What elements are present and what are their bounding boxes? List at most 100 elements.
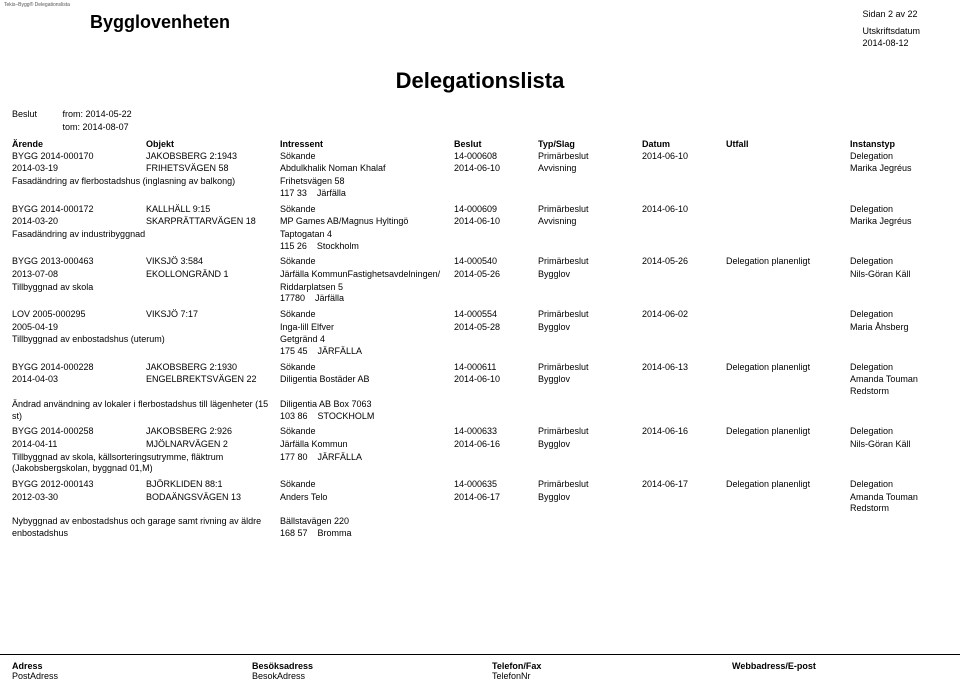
case-row-primary: LOV 2005-000295VIKSJÖ 7:17Sökande14-0005… [0, 309, 960, 321]
case-row-secondary: 2014-04-03ENGELBREKTSVÄGEN 22Diligentia … [0, 374, 960, 397]
beslut-label: Beslut [12, 108, 60, 122]
header: Bygglovenheten Sidan 2 av 22 Utskriftsda… [0, 8, 960, 50]
case-row-primary: BYGG 2014-000172 KALLHÄLL 9:15 Sökande 14-0… [0, 204, 960, 216]
cell: Bygglov [538, 374, 638, 397]
case-row-primary: BYGG 2014-000228JAKOBSBERG 2:1930Sökande… [0, 362, 960, 374]
cell: 14-000540 [454, 256, 534, 268]
case-address: Getgränd 4175 45 JÄRFÄLLA [280, 334, 534, 357]
cell: 14-000554 [454, 309, 534, 321]
cell: KALLHÄLL 9:15 [146, 204, 276, 216]
cell: 2014-06-17 [642, 479, 722, 491]
cell: Nils-Göran Käll [850, 439, 950, 451]
case-description: Tillbyggnad av skola [12, 282, 276, 305]
case-row-desc: Ändrad användning av lokaler i flerbosta… [0, 399, 960, 422]
cell: 2014-06-13 [642, 362, 722, 374]
cell: Diligentia Bostäder AB [280, 374, 450, 397]
case-row-secondary: 2014-03-19FRIHETSVÄGEN 58Abdulkhalik Nom… [0, 163, 960, 175]
cell: Delegation [850, 256, 950, 268]
cell: JAKOBSBERG 2:1930 [146, 362, 276, 374]
col-beslut: Beslut [454, 139, 534, 149]
footer-besokadress: BesokAdress [252, 671, 492, 681]
tom-label: tom: [63, 122, 81, 132]
case-row-secondary: 2014-04-11MJÖLNARVÄGEN 2Järfälla Kommun2… [0, 439, 960, 451]
cell: Delegation [850, 309, 950, 321]
cell: BODAÄNGSVÄGEN 13 [146, 492, 276, 515]
cell: BYGG 2014-000172 [12, 204, 142, 216]
cell [726, 309, 846, 321]
cell: JAKOBSBERG 2:926 [146, 426, 276, 438]
cell: Primärbeslut [538, 204, 638, 216]
case-row-secondary: 2014-03-20SKARPRÄTTARVÄGEN 18MP Games AB… [0, 216, 960, 228]
cell: 14-000635 [454, 479, 534, 491]
cell [642, 163, 722, 175]
cell: 14-000633 [454, 426, 534, 438]
cell: Delegation planenligt [726, 256, 846, 268]
cell: Primärbeslut [538, 151, 638, 163]
cell: Delegation planenligt [726, 479, 846, 491]
cell: VIKSJÖ 7:17 [146, 309, 276, 321]
cell: Bygglov [538, 492, 638, 515]
footer: Adress PostAdress Besöksadress BesokAdre… [0, 654, 960, 691]
page-number: Sidan 2 av 22 [862, 8, 920, 21]
cell: Maria Åhsberg [850, 322, 950, 334]
case-row-secondary: 2005-04-19Inga-lill Elfver2014-05-28Bygg… [0, 322, 960, 334]
cell: 2014-05-26 [454, 269, 534, 281]
footer-webb: Webbadress/E-post [732, 661, 960, 671]
cell: Primärbeslut [538, 256, 638, 268]
cell [726, 492, 846, 515]
cell: Delegation planenligt [726, 426, 846, 438]
cell: 14-000608 [454, 151, 534, 163]
cell: Primärbeslut [538, 479, 638, 491]
print-date-label: Utskriftsdatum [862, 25, 920, 38]
case-row-primary: BYGG 2013-000463VIKSJÖ 3:584Sökande14-00… [0, 256, 960, 268]
cell: BYGG 2014-000228 [12, 362, 142, 374]
cell: 2005-04-19 [12, 322, 142, 334]
cell [726, 269, 846, 281]
cell: FRIHETSVÄGEN 58 [146, 163, 276, 175]
case-row-desc: Tillbyggnad av skolaRiddarplatsen 517780… [0, 282, 960, 305]
cell: Marika Jegréus [850, 216, 950, 228]
cell: Primärbeslut [538, 362, 638, 374]
col-typslag: Typ/Slag [538, 139, 638, 149]
cell [726, 322, 846, 334]
case-row-desc: Tillbyggnad av skola, källsorteringsutry… [0, 452, 960, 475]
doc-type-tiny: Tekis–Bygg® Delegationslista [0, 0, 960, 8]
cell: 2014-06-10 [454, 163, 534, 175]
cell: 2014-06-10 [454, 374, 534, 397]
cell: MP Games AB/Magnus Hyltingö [280, 216, 450, 228]
cell: 14-000609 [454, 204, 534, 216]
cell: 2014-06-17 [454, 492, 534, 515]
col-arende: Ärende [12, 139, 142, 149]
case-row-desc: Tillbyggnad av enbostadshus (uterum)Getg… [0, 334, 960, 357]
case-address: Riddarplatsen 517780 Järfälla [280, 282, 534, 305]
footer-besoksadress: Besöksadress [252, 661, 492, 671]
footer-telefon: Telefon/Fax [492, 661, 732, 671]
cell: BYGG 2012-000143 [12, 479, 142, 491]
footer-adress: Adress [12, 661, 252, 671]
cell: Bygglov [538, 269, 638, 281]
case-address: Diligentia AB Box 7063103 86 STOCKHOLM [280, 399, 534, 422]
cell: Järfälla Kommun [280, 439, 450, 451]
cell [642, 322, 722, 334]
cell [642, 492, 722, 515]
cell: BYGG 2014-000170 [12, 151, 142, 163]
date-range: Beslut from: 2014-05-22 tom: 2014-08-07 [0, 108, 960, 135]
case-row-primary: BYGG 2014-000170JAKOBSBERG 2:1943Sökande… [0, 151, 960, 163]
cell: 2014-04-11 [12, 439, 142, 451]
cell: Delegation [850, 204, 950, 216]
cell: BYGG 2013-000463 [12, 256, 142, 268]
cell: MJÖLNARVÄGEN 2 [146, 439, 276, 451]
case-address: Taptogatan 4115 26 Stockholm [280, 229, 534, 252]
case-row-secondary: 2012-03-30BODAÄNGSVÄGEN 13Anders Telo201… [0, 492, 960, 515]
cell: LOV 2005-000295 [12, 309, 142, 321]
cell: Anders Telo [280, 492, 450, 515]
cell: 2014-03-19 [12, 163, 142, 175]
department-title: Bygglovenheten [90, 12, 230, 33]
cell: Delegation planenligt [726, 362, 846, 374]
cell: Avvisning [538, 216, 638, 228]
cell: Sökande [280, 204, 450, 216]
cell: EKOLLONGRÄND 1 [146, 269, 276, 281]
cell [726, 163, 846, 175]
cell [642, 216, 722, 228]
cell: 14-000611 [454, 362, 534, 374]
